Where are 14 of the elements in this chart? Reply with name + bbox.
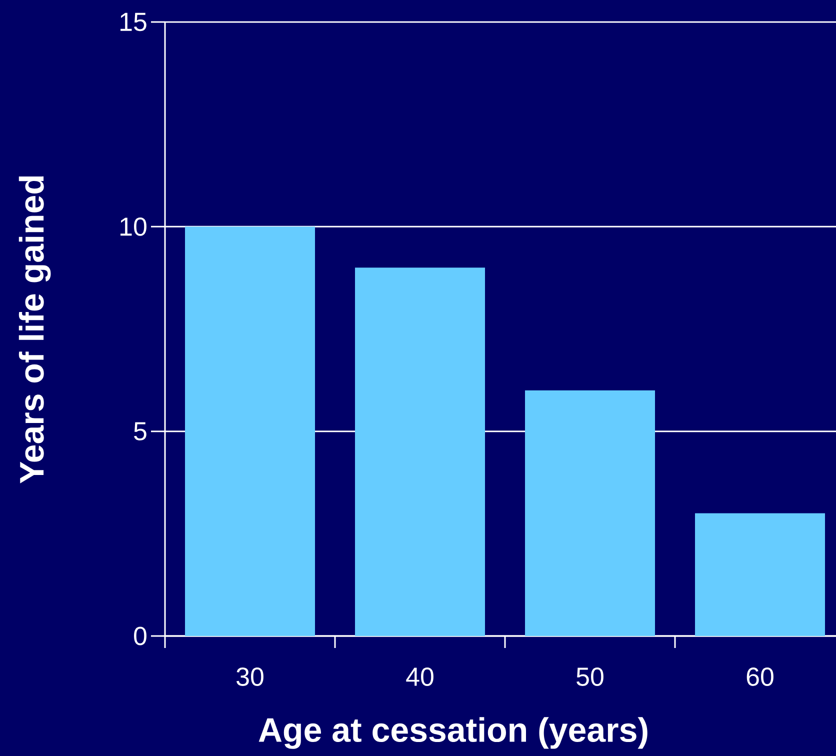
y-tick-label: 0 bbox=[134, 626, 146, 646]
bar bbox=[185, 226, 315, 636]
y-tick-label: 10 bbox=[120, 217, 146, 236]
bar bbox=[525, 390, 656, 636]
y-tick-label: 5 bbox=[134, 422, 146, 440]
x-tick-label: 40 bbox=[406, 668, 434, 686]
x-tick-label: 30 bbox=[236, 668, 264, 686]
x-axis-title: Age at cessation (years) bbox=[258, 717, 648, 749]
bar bbox=[355, 268, 485, 636]
y-tick-label: 15 bbox=[120, 12, 146, 32]
x-tick-label: 60 bbox=[746, 668, 774, 686]
x-tick-label: 50 bbox=[576, 668, 604, 686]
bar bbox=[695, 513, 826, 636]
y-axis-title: Years of life gained bbox=[18, 176, 51, 484]
